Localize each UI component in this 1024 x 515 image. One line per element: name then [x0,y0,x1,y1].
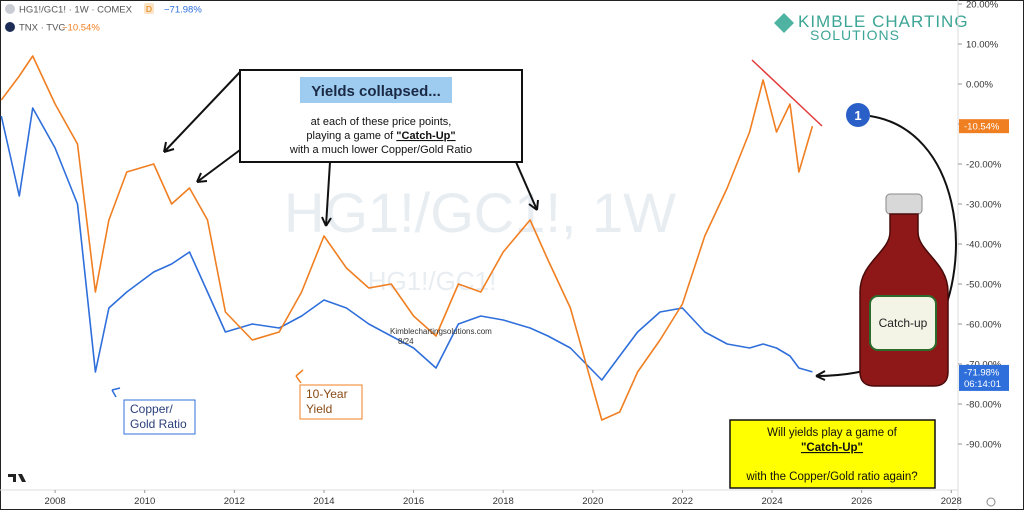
y-tick-label: -20.00% [966,160,1002,171]
headline: Yields collapsed... [311,83,441,100]
lines-layer [0,55,814,421]
price-tag-label: -71.98% [964,367,1000,378]
x-tick-label: 2028 [941,496,962,507]
background-layer: HG1!/GC1!, 1W HG1!/GC1! [284,181,676,296]
label-box [123,399,196,435]
watermark-small: HG1!/GC1! [368,266,497,296]
trend-line [751,59,823,127]
y-tick-label: -50.00% [966,280,1002,291]
x-tick-label: 2008 [45,496,66,507]
series-change: −71.98% [164,5,202,16]
headline-bg [300,77,452,103]
watermark: HG1!/GC1!, 1W [284,181,676,244]
caret [295,369,304,384]
series-label: Yield [306,402,332,416]
annotation-text: playing a game of [306,130,396,142]
x-tick-label: 2022 [672,496,693,507]
y-tick-label: -60.00% [966,320,1002,331]
question-text: with the Copper/Gold ratio again? [745,471,917,483]
question-emphasis: "Catch-Up" [801,442,863,454]
x-tick-label: 2020 [582,496,603,507]
x-tick-label: 2018 [493,496,514,507]
y-tick-label: -40.00% [966,240,1002,251]
badge-bg [144,3,154,14]
y-tick-label: -80.00% [966,400,1002,411]
bottle: Catch-up [859,193,949,387]
logo-icon [774,13,794,33]
price-tag [959,364,1009,391]
marker [846,103,870,127]
series-label: Gold Ratio [130,417,187,431]
series-label: Copper/ [130,402,173,416]
symbol-icon [5,22,15,32]
site-stamp: Kimblechartingsolutions.com [390,327,492,336]
x-tick-label: 2012 [224,496,245,507]
x-tick-label: 2014 [313,496,334,507]
y-tick-label: 20.00% [966,0,999,11]
marker-label: 1 [854,108,861,123]
x-tick-label: 2026 [851,496,872,507]
arrowhead [815,370,826,381]
x-tick-label: 2010 [134,496,155,507]
annotation-text: at each of these price points, [311,116,452,128]
price-tag [959,119,1009,134]
axes-layer: 20.00%10.00%0.00%-10.00%-20.00%-30.00%-4… [45,0,1009,507]
annotation-layer: HG1!/GC1! · 1W · COMEX D −71.98% TNX · T… [0,0,996,510]
badge: D [146,4,152,14]
y-tick-label: 0.00% [966,80,993,91]
y-tick-label: 10.00% [966,40,999,51]
annotation-emphasis: "Catch-Up" [396,130,455,142]
price-tag-label: -10.54% [964,122,1000,133]
series-line [0,55,814,421]
series-line [0,107,813,381]
countdown: 06:14:01 [964,379,1001,390]
y-tick-label: -30.00% [966,200,1002,211]
x-tick-label: 2016 [403,496,424,507]
bottle-label: Catch-up [879,316,928,330]
annotation-text: with a much lower Copper/Gold Ratio [289,144,472,156]
series-label: 10-Year [306,387,348,401]
symbol-icon [5,4,15,14]
date-stamp: 8/24 [398,337,414,346]
series-header: TNX · TVC [19,23,65,34]
series-change: −10.54% [62,23,100,34]
question-text: Will yields play a game of [767,427,898,439]
x-tick-label: 2024 [761,496,782,507]
annotation-text: playing a game of "Catch-Up" [306,130,455,142]
label-box [299,384,363,420]
caret [111,387,121,398]
logo-line: KIMBLE CHARTING [798,12,969,31]
settings-icon [986,497,996,507]
y-tick-label: -90.00% [966,440,1002,451]
question-box [729,419,936,489]
logo-line: SOLUTIONS [810,27,900,43]
arrows [163,71,539,227]
series-header: HG1!/GC1! · 1W · COMEX [19,5,133,16]
platform-logo [8,474,26,482]
